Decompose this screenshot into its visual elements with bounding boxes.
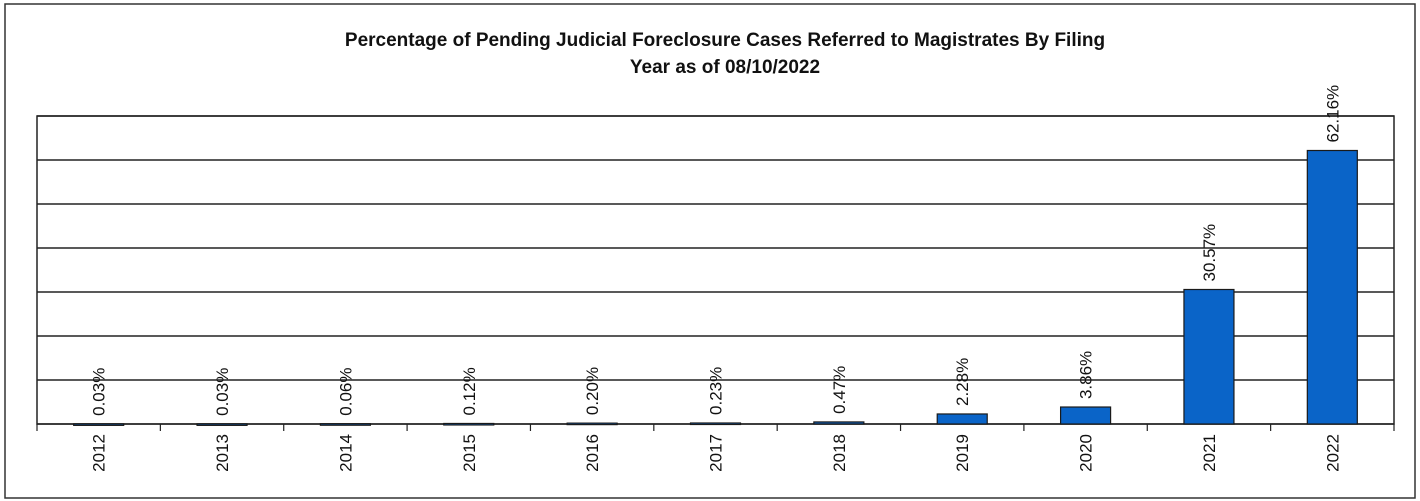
- chart-frame: [4, 3, 1416, 499]
- chart-title: Year as of 08/10/2022: [630, 57, 820, 78]
- bar: [936, 413, 988, 425]
- value-label: 0.47%: [830, 366, 849, 414]
- value-label: 0.20%: [583, 367, 602, 415]
- bar: [1059, 406, 1112, 425]
- bar: [319, 423, 372, 426]
- bar: [196, 423, 248, 426]
- x-tick-label: 2013: [213, 434, 232, 472]
- bar: [443, 422, 495, 426]
- bar: [689, 422, 742, 426]
- value-label: 0.03%: [213, 368, 232, 416]
- x-tick-label: 2020: [1077, 434, 1096, 472]
- x-tick-label: 2021: [1200, 434, 1219, 472]
- chart-title: Percentage of Pending Judicial Foreclosu…: [345, 30, 1105, 51]
- x-tick-label: 2019: [953, 434, 972, 472]
- value-label: 3.86%: [1077, 351, 1096, 399]
- x-tick-label: 2012: [90, 434, 109, 472]
- x-tick-label: 2018: [830, 434, 849, 472]
- value-label: 62.16%: [1323, 85, 1342, 143]
- bar: [73, 423, 125, 426]
- x-tick-label: 2022: [1323, 434, 1342, 472]
- x-tick-label: 2016: [583, 434, 602, 472]
- x-tick-label: 2015: [460, 434, 479, 472]
- value-label: 0.23%: [707, 367, 726, 415]
- x-tick-label: 2017: [707, 434, 726, 472]
- bar: [813, 421, 865, 425]
- value-label: 0.06%: [336, 368, 355, 416]
- value-label: 0.03%: [90, 368, 109, 416]
- bar: [1183, 288, 1235, 425]
- bar: [1306, 149, 1358, 425]
- value-label: 30.57%: [1200, 224, 1219, 282]
- value-label: 0.12%: [460, 367, 479, 415]
- value-label: 2.28%: [953, 358, 972, 406]
- x-tick-label: 2014: [336, 434, 355, 472]
- bar: [566, 422, 618, 426]
